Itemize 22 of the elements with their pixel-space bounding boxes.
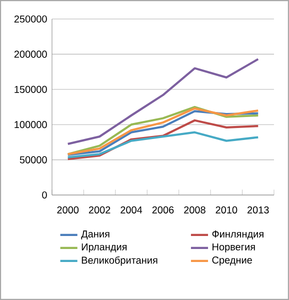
line-series: [66, 58, 260, 146]
y-tick-label: 100000: [14, 121, 47, 128]
x-tick-label: 2004: [120, 206, 142, 214]
legend-label: Норвегия: [212, 243, 255, 252]
x-tick-label: 2008: [184, 206, 206, 214]
x-tick-label: 2013: [248, 206, 269, 214]
x-tick-label: 2000: [57, 206, 79, 214]
line-series: [66, 119, 260, 160]
y-tick-label: 200000: [14, 50, 47, 58]
y-tick-label: 150000: [14, 86, 47, 93]
y-tick-label: 250000: [14, 15, 47, 23]
line-series: [66, 131, 260, 158]
y-tick-label: 50000: [20, 156, 47, 164]
legend-label: Дания: [81, 230, 110, 240]
legend-label: Великобритания: [82, 256, 158, 266]
legend-label: Средние: [212, 256, 252, 266]
x-tick-label: 2002: [88, 206, 110, 214]
x-tick-label: 2006: [152, 206, 174, 214]
legend-label: Ирландия: [82, 243, 127, 252]
y-tick-label: 0: [42, 191, 47, 199]
x-tick-label: 2010: [216, 206, 238, 214]
legend-label: Финляндия: [212, 230, 264, 240]
